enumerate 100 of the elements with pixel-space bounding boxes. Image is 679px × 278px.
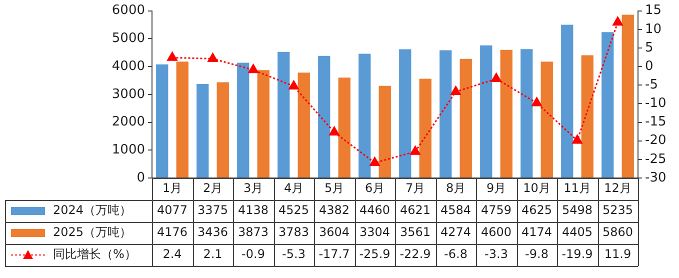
x-tick-label: 4月 [284,181,304,196]
bar [500,50,512,178]
bar [237,62,250,178]
y-tick-label: 2000 [112,114,145,130]
data-label: -3.3 [484,247,508,262]
point [248,64,258,74]
x-tick-label: 3月 [243,181,264,196]
data-label: 4460 [359,203,390,218]
data-label: 4621 [400,203,431,218]
bar [257,70,270,178]
bar [399,49,412,178]
y-tick-label: 6000 [112,3,145,18]
data-label: -9.8 [525,247,548,262]
data-label: 3604 [318,225,350,240]
data-label: 4759 [480,203,512,218]
y-tick-label: 3000 [112,86,145,102]
data-label: 3375 [197,203,228,218]
data-label: 4525 [278,203,310,218]
legend-label: 2024（万吨） [53,203,132,218]
y-tick-label: 5000 [112,31,145,46]
bar [480,45,492,178]
data-label: 4584 [440,203,472,218]
data-label: -5.3 [282,247,306,262]
point [572,134,582,144]
y2-tick-label: 15 [645,3,662,18]
y2-tick-label: -5 [645,77,658,92]
data-label: -17.7 [318,247,350,262]
data-label: -0.9 [242,247,265,262]
y-tick-label: 0 [136,170,145,186]
bar [581,55,594,178]
point [288,80,299,90]
data-label: 4382 [318,203,350,218]
data-label: 4405 [562,225,593,240]
bar [440,50,452,178]
bar [419,78,432,178]
bar [318,56,330,178]
data-label: 3304 [359,225,390,240]
data-label: 4600 [480,225,512,240]
data-label: 3873 [238,225,269,240]
x-tick-label: 11月 [564,181,591,196]
data-label: 4625 [521,203,552,218]
x-tick-label: 7月 [405,181,426,196]
x-tick-label: 12月 [604,181,632,196]
x-tick-label: 10月 [523,181,550,196]
y2-tick-label: -30 [645,170,666,186]
data-label: 3783 [278,225,310,240]
bar [338,78,350,178]
data-label: 4138 [238,203,269,218]
point [612,16,623,26]
x-tick-label: 5月 [324,181,344,196]
bar [540,62,553,178]
y2-tick-label: -10 [645,96,666,112]
x-tick-label: 8月 [446,181,466,196]
bar [602,32,614,178]
point [370,157,380,166]
data-label: 2.4 [162,247,182,262]
point [532,97,542,106]
data-label: 4176 [156,225,188,240]
point [167,52,178,61]
bar [520,49,533,178]
y2-tick-label: -20 [645,133,666,148]
bar [216,82,229,178]
y-tick-label: 4000 [112,58,145,74]
data-label: -19.9 [562,247,593,262]
point [208,52,218,62]
data-label: 5235 [602,203,634,218]
y-tick-label: 1000 [112,142,145,158]
data-label: 4174 [521,225,552,240]
data-label: 11.9 [604,247,632,262]
x-tick-label: 9月 [486,181,506,196]
bar [358,54,371,178]
data-label: 5498 [562,203,593,218]
data-label: 3436 [197,225,228,240]
point [410,146,420,155]
bar [378,86,391,178]
y2-tick-label: 5 [645,40,654,56]
x-tick-label: 2月 [202,181,223,196]
bar [156,64,168,178]
bar [460,58,472,178]
data-label: 4274 [440,225,472,240]
y2-tick-label: 0 [645,58,654,74]
x-tick-label: 6月 [364,181,385,196]
legend-label: 同比增长（%） [53,247,136,262]
bar [176,62,188,178]
data-label: 5860 [602,225,634,240]
y2-tick-label: 10 [645,22,662,37]
point [329,126,340,136]
bar [561,24,574,178]
data-label: 2.1 [203,247,222,262]
data-label: 4077 [156,203,188,218]
y2-tick-label: -25 [645,152,666,167]
bar [196,84,209,178]
data-label: -22.9 [400,247,431,262]
bar [622,14,634,178]
data-label: 3561 [400,225,431,240]
bar [278,52,290,178]
data-label: -25.9 [359,247,390,262]
point [491,73,502,82]
data-label: -6.8 [444,247,468,262]
legend-label: 2025（万吨） [53,225,132,240]
